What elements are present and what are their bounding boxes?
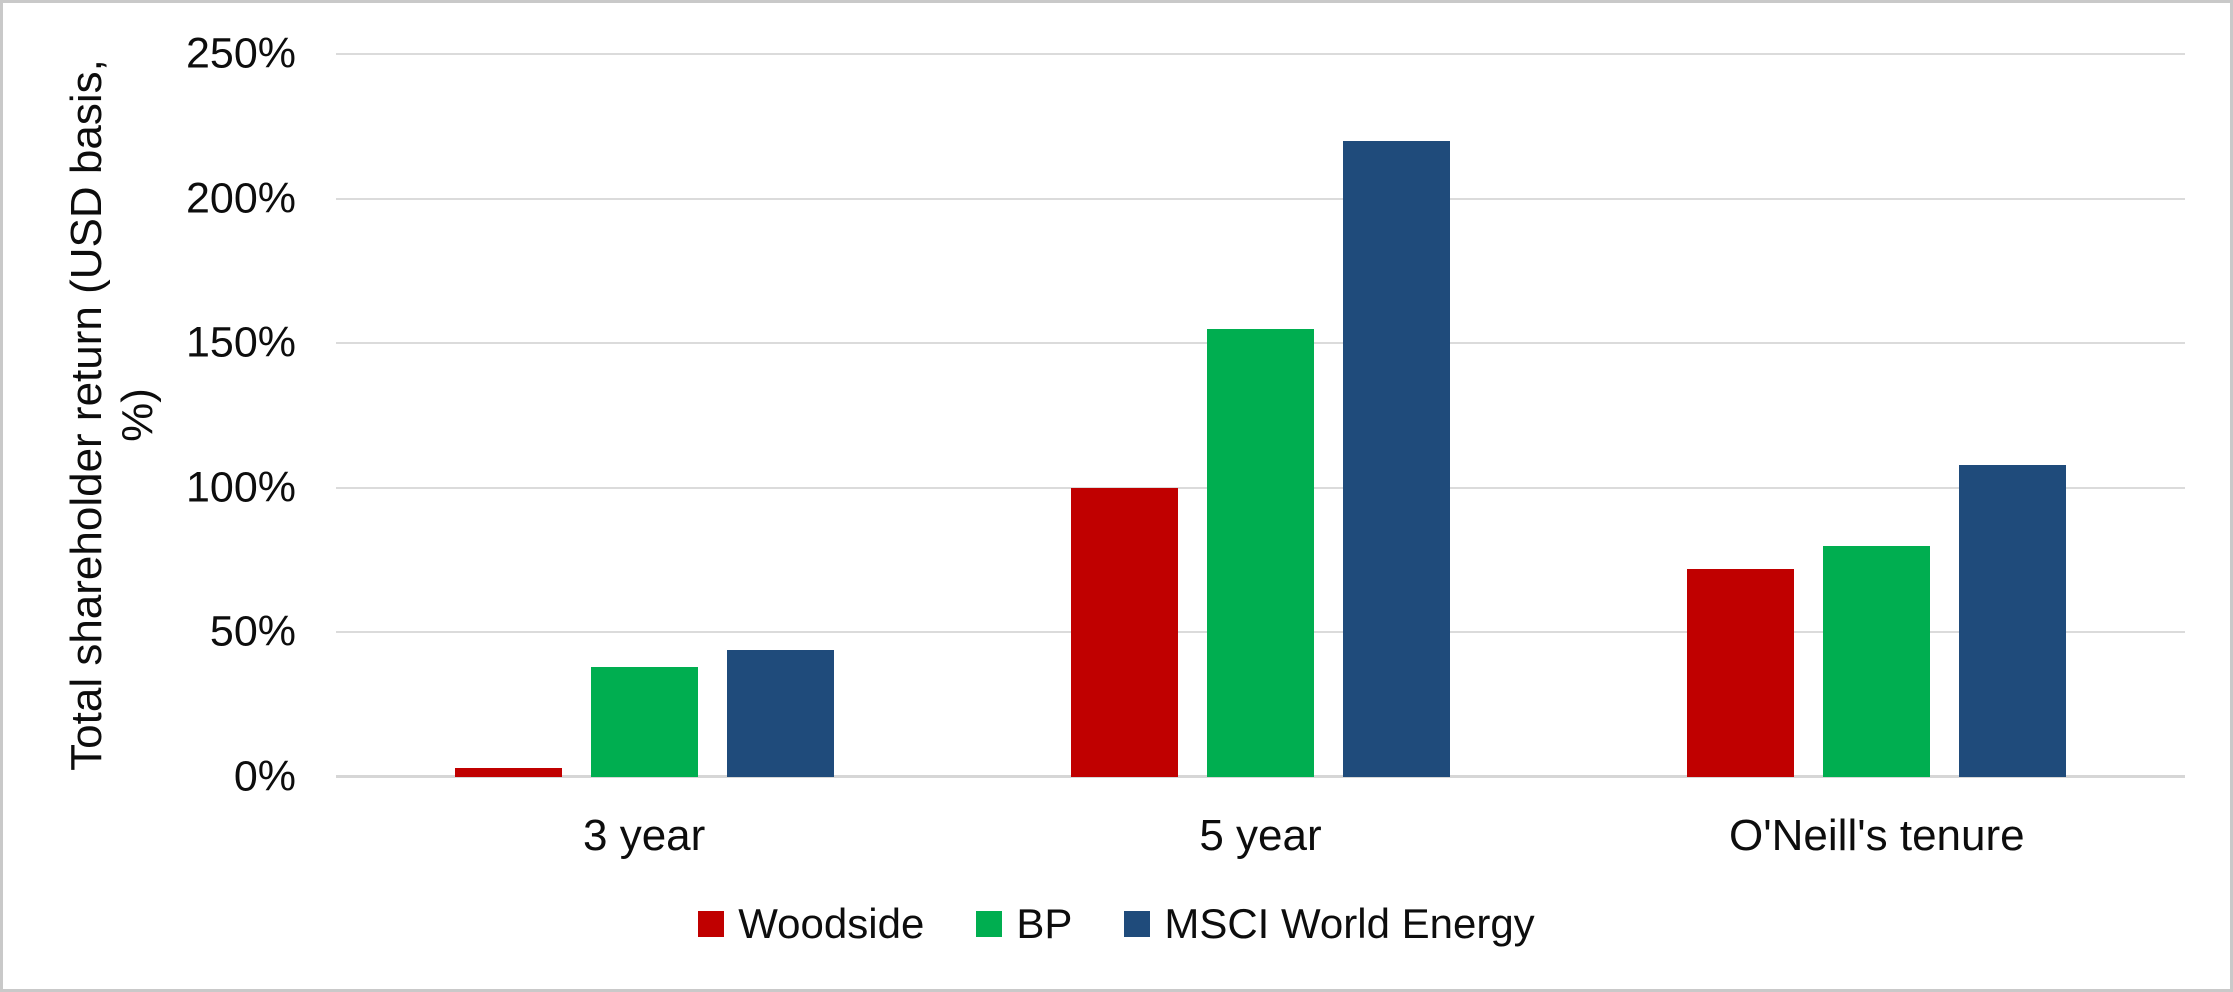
y-tick-label: 150% bbox=[186, 318, 296, 367]
bar-bp-o-neill-s-tenure bbox=[1823, 545, 1931, 777]
legend-swatch-bp-icon bbox=[976, 911, 1003, 937]
x-label-o-neill-s-tenure: O'Neill's tenure bbox=[1729, 811, 2025, 860]
legend-label-bp: BP bbox=[1016, 900, 1073, 947]
x-axis-category-labels: 3 year 5 year O'Neill's tenure bbox=[336, 808, 2185, 864]
gridline bbox=[336, 197, 2185, 200]
legend-item-msci-world-energy: MSCI World Energy bbox=[1124, 900, 1535, 948]
bar-group-o-neill-s-tenure bbox=[1569, 54, 2185, 777]
bar-woodside-3-year bbox=[454, 768, 562, 777]
bar-group-3-year bbox=[336, 54, 952, 777]
legend-swatch-woodside-icon bbox=[698, 911, 725, 937]
legend-label-msci-world-energy: MSCI World Energy bbox=[1164, 900, 1535, 947]
plot-area bbox=[336, 53, 2185, 778]
x-label-5-year: 5 year bbox=[1199, 811, 1322, 860]
bar-bp-5-year bbox=[1206, 328, 1314, 777]
bar-groups bbox=[336, 54, 2185, 777]
y-axis-tick-labels: 0% 50% 100% 150% 200% 250% bbox=[3, 3, 296, 989]
legend-item-bp: BP bbox=[976, 900, 1072, 948]
legend-swatch-msci-world-energy-icon bbox=[1124, 911, 1151, 937]
bar-woodside-o-neill-s-tenure bbox=[1687, 568, 1795, 777]
legend-label-woodside: Woodside bbox=[738, 900, 925, 947]
y-tick-label: 50% bbox=[209, 607, 296, 656]
bar-woodside-5-year bbox=[1070, 487, 1178, 777]
gridline bbox=[336, 53, 2185, 55]
legend-item-woodside: Woodside bbox=[698, 900, 924, 948]
bar-bp-3-year bbox=[590, 667, 698, 777]
bar-msci-world-energy-5-year bbox=[1342, 140, 1450, 777]
bar-msci-world-energy-3-year bbox=[726, 649, 834, 777]
bar-msci-world-energy-o-neill-s-tenure bbox=[1959, 464, 2067, 777]
y-tick-label: 0% bbox=[233, 752, 296, 801]
y-tick-label: 100% bbox=[186, 463, 296, 512]
bar-group-5-year bbox=[952, 54, 1568, 777]
y-tick-label: 250% bbox=[186, 29, 296, 78]
y-tick-label: 200% bbox=[186, 174, 296, 223]
legend: Woodside BP MSCI World Energy bbox=[3, 898, 2230, 950]
x-label-3-year: 3 year bbox=[583, 811, 706, 860]
